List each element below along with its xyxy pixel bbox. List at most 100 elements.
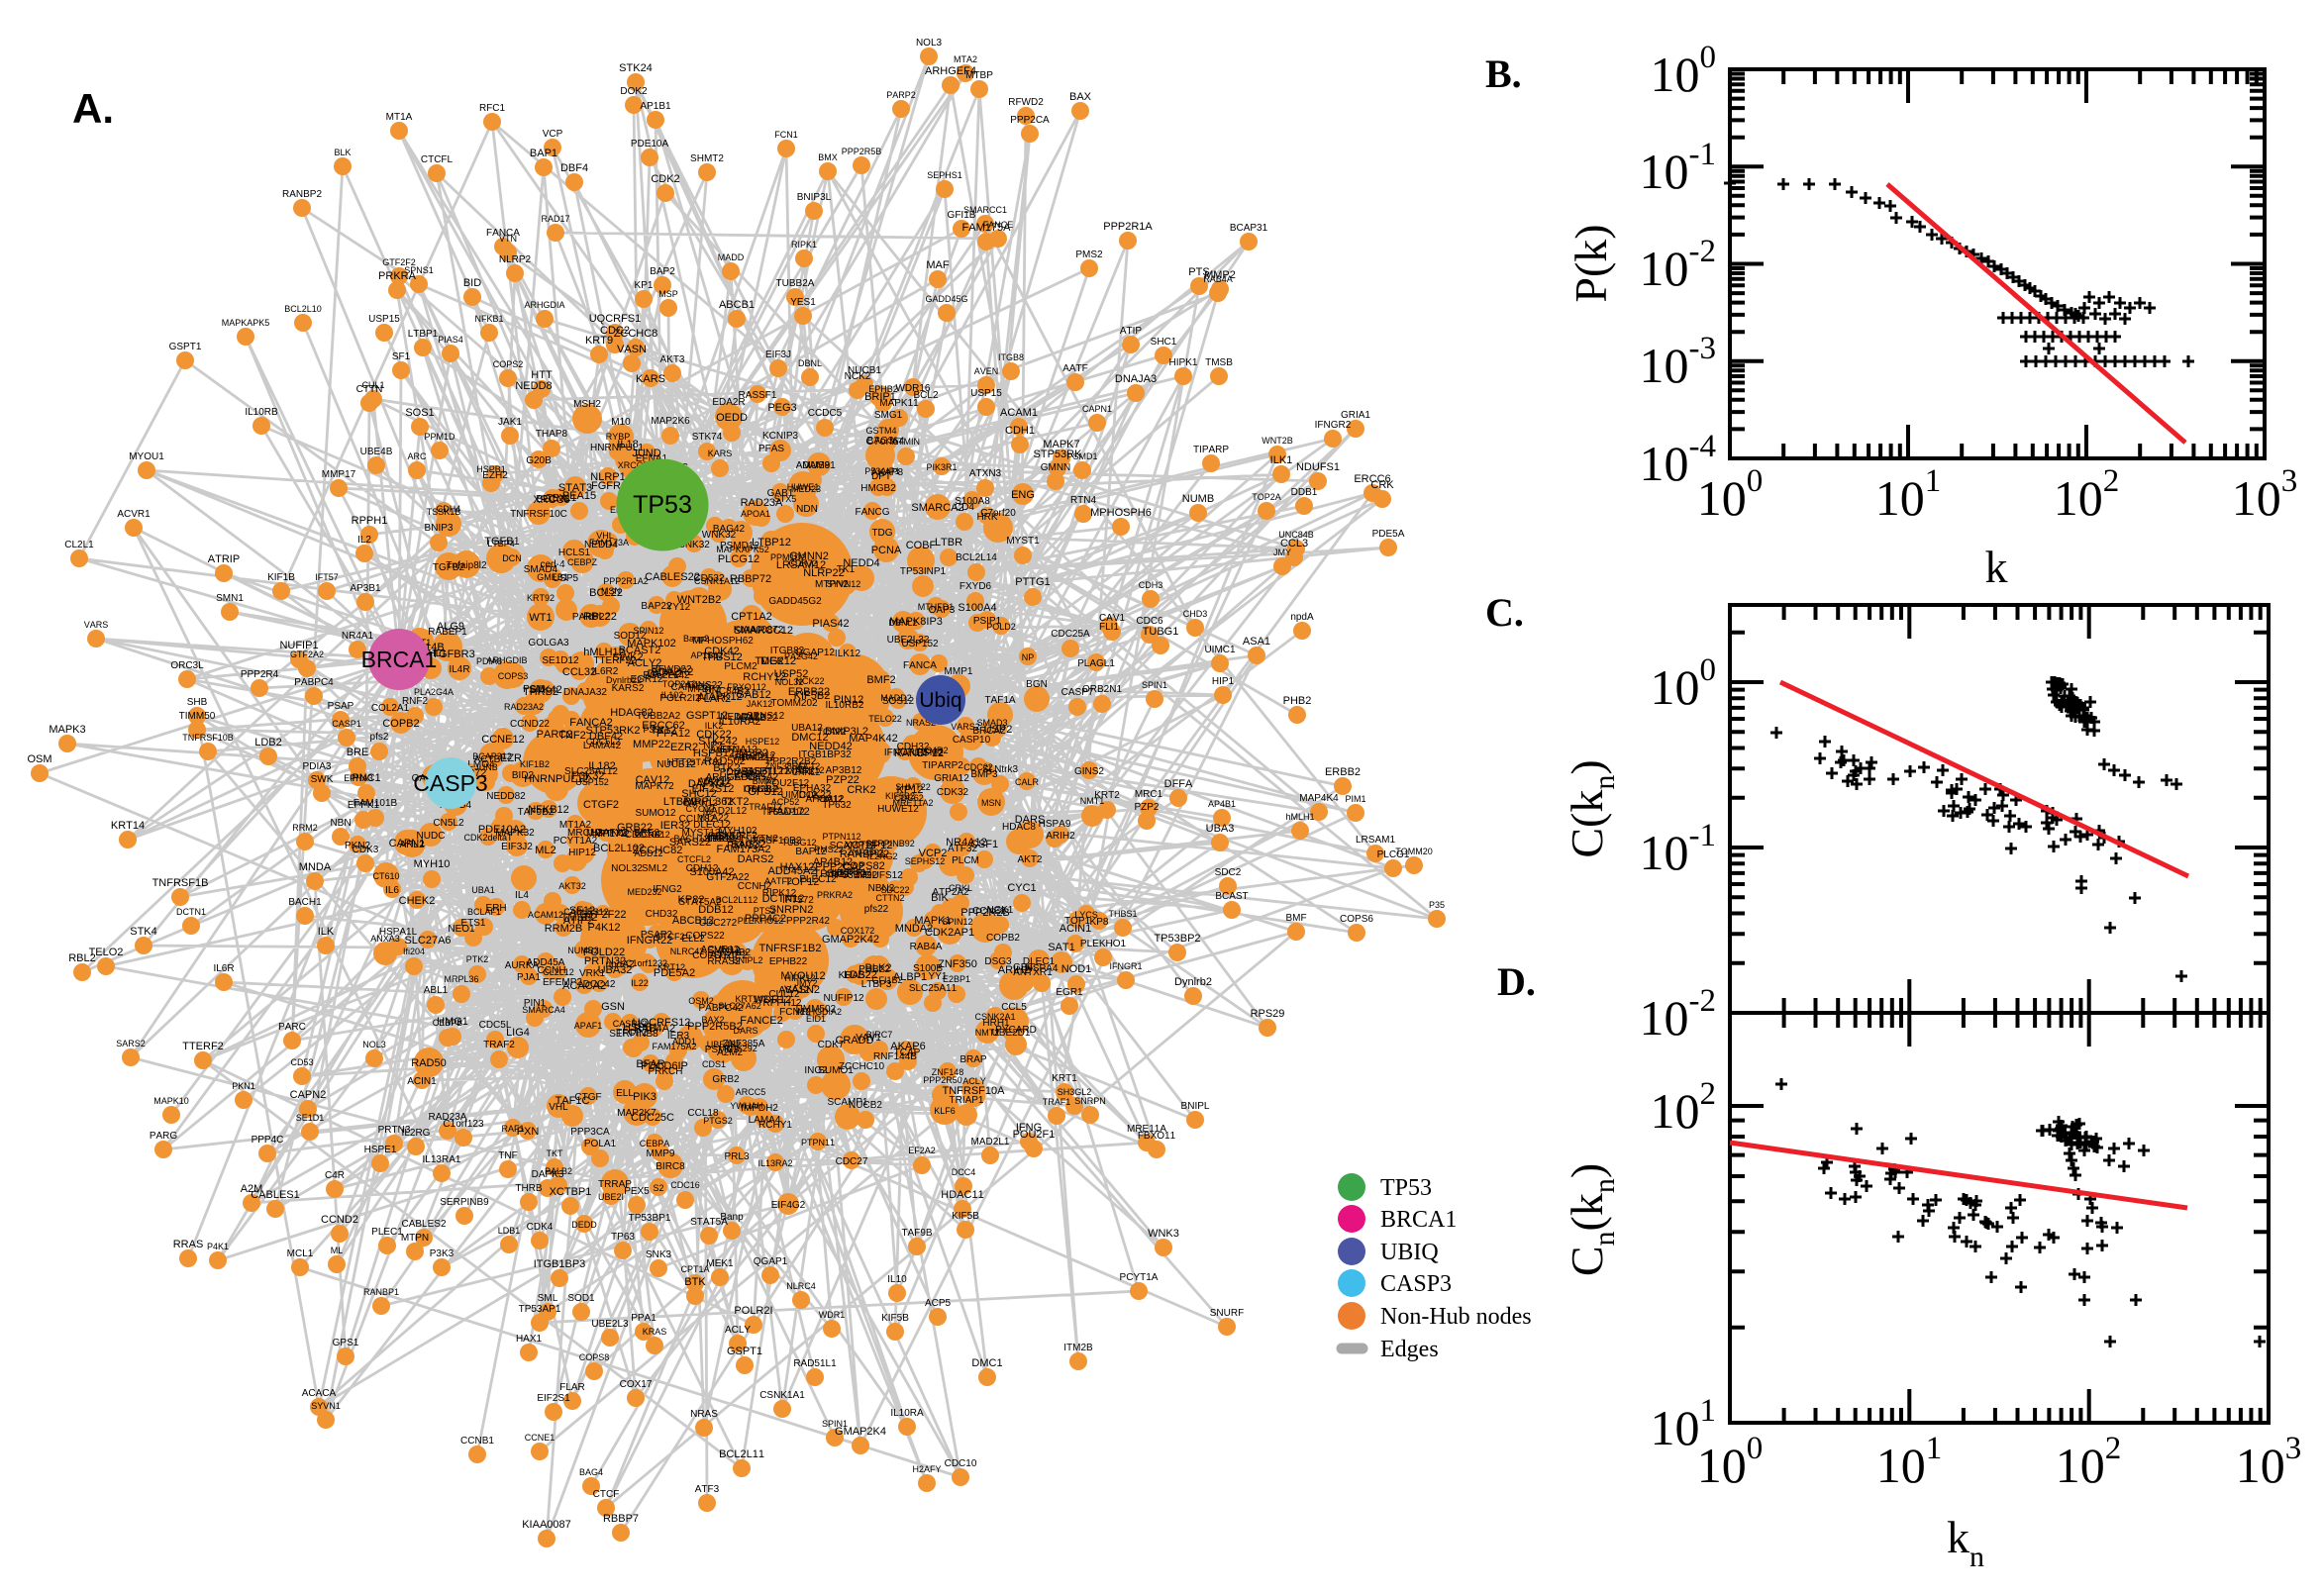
svg-text:IL10RA: IL10RA — [890, 1408, 924, 1419]
svg-text:COL2A1: COL2A1 — [371, 703, 410, 714]
svg-text:MCL1: MCL1 — [287, 1248, 314, 1259]
svg-text:BTK2: BTK2 — [713, 762, 741, 774]
svg-text:ML2: ML2 — [535, 845, 556, 856]
svg-text:PSMC3: PSMC3 — [705, 1045, 740, 1055]
svg-text:NP: NP — [1022, 652, 1035, 662]
svg-text:POLA1: POLA1 — [584, 1139, 617, 1149]
svg-text:CAPN12: CAPN12 — [682, 798, 717, 808]
svg-text:PSMD1: PSMD1 — [1066, 451, 1097, 461]
svg-text:RBBP7: RBBP7 — [603, 1513, 639, 1525]
svg-text:SML: SML — [538, 1293, 558, 1304]
svg-text:ZCCHC82: ZCCHC82 — [633, 845, 683, 856]
svg-text:GTF2F22: GTF2F22 — [579, 909, 626, 921]
svg-text:NTHL1: NTHL1 — [415, 648, 447, 659]
svg-text:HIPK1: HIPK1 — [1169, 357, 1198, 368]
svg-text:ACIN1: ACIN1 — [1060, 923, 1091, 935]
svg-text:BRE2: BRE2 — [634, 828, 660, 839]
svg-text:VRK1: VRK1 — [579, 968, 606, 979]
svg-text:PCYT1A: PCYT1A — [1120, 1272, 1159, 1283]
svg-text:LRSAM12: LRSAM12 — [776, 559, 826, 571]
svg-text:IER32: IER32 — [660, 820, 691, 832]
svg-text:PTPN11: PTPN11 — [801, 1138, 835, 1147]
svg-text:CTTN2: CTTN2 — [876, 893, 905, 903]
svg-text:GMAP2K4: GMAP2K4 — [835, 1426, 886, 1438]
svg-text:ERBB22: ERBB22 — [788, 686, 830, 698]
svg-text:CDC5L2: CDC5L2 — [586, 737, 621, 747]
svg-text:A2M2: A2M2 — [717, 1047, 744, 1058]
svg-text:CYC1: CYC1 — [1007, 882, 1036, 894]
svg-text:CRK: CRK — [1370, 479, 1394, 491]
svg-text:PSM2: PSM2 — [916, 748, 944, 758]
svg-text:VCP: VCP — [543, 129, 563, 140]
svg-text:DFFA: DFFA — [1164, 778, 1193, 790]
svg-text:ORC3L: ORC3L — [170, 660, 204, 671]
svg-text:NCK1: NCK1 — [987, 905, 1014, 916]
svg-text:CDH4: CDH4 — [437, 504, 461, 514]
svg-text:FBXO11: FBXO11 — [1138, 1131, 1176, 1142]
svg-text:CDH32: CDH32 — [897, 742, 930, 752]
svg-text:GSTM4: GSTM4 — [865, 426, 896, 436]
svg-text:IL10RA2: IL10RA2 — [719, 716, 761, 728]
svg-text:CEBPA: CEBPA — [640, 1139, 670, 1148]
svg-text:100: 100 — [1697, 1431, 1764, 1493]
svg-text:UIMC12: UIMC12 — [781, 790, 818, 801]
svg-text:AKT3: AKT3 — [659, 354, 684, 365]
svg-text:RAD23A: RAD23A — [741, 497, 783, 509]
svg-text:KRT12: KRT12 — [657, 962, 685, 972]
svg-text:FANCE2: FANCE2 — [740, 1015, 782, 1027]
svg-text:KRT14: KRT14 — [111, 820, 145, 832]
svg-text:SYVN1: SYVN1 — [311, 1401, 341, 1411]
svg-text:D.: D. — [1497, 959, 1536, 1004]
svg-text:BMF: BMF — [1285, 913, 1306, 924]
svg-text:CDC16: CDC16 — [670, 1180, 700, 1190]
svg-text:RBL2: RBL2 — [68, 952, 96, 964]
svg-text:ACTB: ACTB — [474, 754, 501, 765]
svg-text:HTT: HTT — [531, 369, 553, 381]
svg-text:SH3GL2: SH3GL2 — [1058, 1087, 1092, 1097]
svg-text:GINS2: GINS2 — [1074, 766, 1104, 777]
svg-text:SF1: SF1 — [392, 351, 411, 362]
svg-text:H2AFY2: H2AFY2 — [590, 828, 628, 839]
svg-text:GFI1B2: GFI1B2 — [871, 975, 902, 985]
svg-text:MED23: MED23 — [791, 484, 821, 494]
svg-text:C7orf20: C7orf20 — [980, 508, 1016, 519]
svg-text:ACAM12: ACAM12 — [528, 910, 563, 920]
svg-text:PABPC42: PABPC42 — [698, 1003, 743, 1014]
svg-text:M10: M10 — [611, 417, 631, 428]
svg-text:UNC84B: UNC84B — [1278, 530, 1314, 540]
svg-text:PSAP2: PSAP2 — [641, 930, 673, 941]
svg-text:MSN: MSN — [601, 586, 621, 596]
svg-text:ING2: ING2 — [804, 1065, 828, 1076]
svg-text:PSMD12: PSMD12 — [720, 541, 759, 551]
svg-text:EPHB2: EPHB2 — [868, 384, 898, 394]
svg-text:CDH1: CDH1 — [1005, 425, 1035, 437]
svg-text:AATF: AATF — [1062, 363, 1088, 374]
svg-text:CRADD: CRADD — [835, 1035, 873, 1047]
svg-text:GADD45G: GADD45G — [925, 294, 967, 304]
svg-text:DCTN1: DCTN1 — [176, 907, 206, 917]
svg-text:VARS2: VARS2 — [951, 722, 980, 732]
svg-text:PIN12: PIN12 — [834, 694, 864, 706]
svg-text:ITGB82: ITGB82 — [770, 646, 805, 656]
svg-text:10-1: 10-1 — [1640, 137, 1717, 199]
svg-text:ETS1: ETS1 — [460, 918, 485, 929]
svg-text:NMT1: NMT1 — [1080, 796, 1105, 806]
svg-text:PIK3R1: PIK3R1 — [926, 462, 957, 472]
svg-text:PPP2CA: PPP2CA — [1010, 115, 1050, 126]
svg-text:SCAMP1: SCAMP1 — [827, 1097, 868, 1108]
svg-text:BMX: BMX — [818, 152, 838, 162]
svg-text:STAT32: STAT32 — [689, 757, 722, 767]
svg-text:PKN12: PKN12 — [727, 841, 758, 851]
svg-text:NRAS2: NRAS2 — [906, 718, 936, 728]
svg-text:USP15: USP15 — [970, 388, 1002, 399]
svg-text:LDB22: LDB22 — [844, 969, 877, 981]
svg-text:STK242: STK242 — [698, 736, 738, 748]
svg-text:VHL: VHL — [549, 1102, 568, 1113]
svg-text:CDK22: CDK22 — [696, 729, 731, 741]
svg-text:ACVR1: ACVR1 — [117, 509, 151, 520]
svg-text:ARIH2: ARIH2 — [998, 964, 1030, 976]
svg-text:USP15: USP15 — [368, 314, 400, 325]
svg-text:PLCM: PLCM — [952, 855, 979, 866]
svg-text:DCC42: DCC42 — [583, 979, 616, 990]
svg-text:PARG: PARG — [150, 1131, 178, 1142]
